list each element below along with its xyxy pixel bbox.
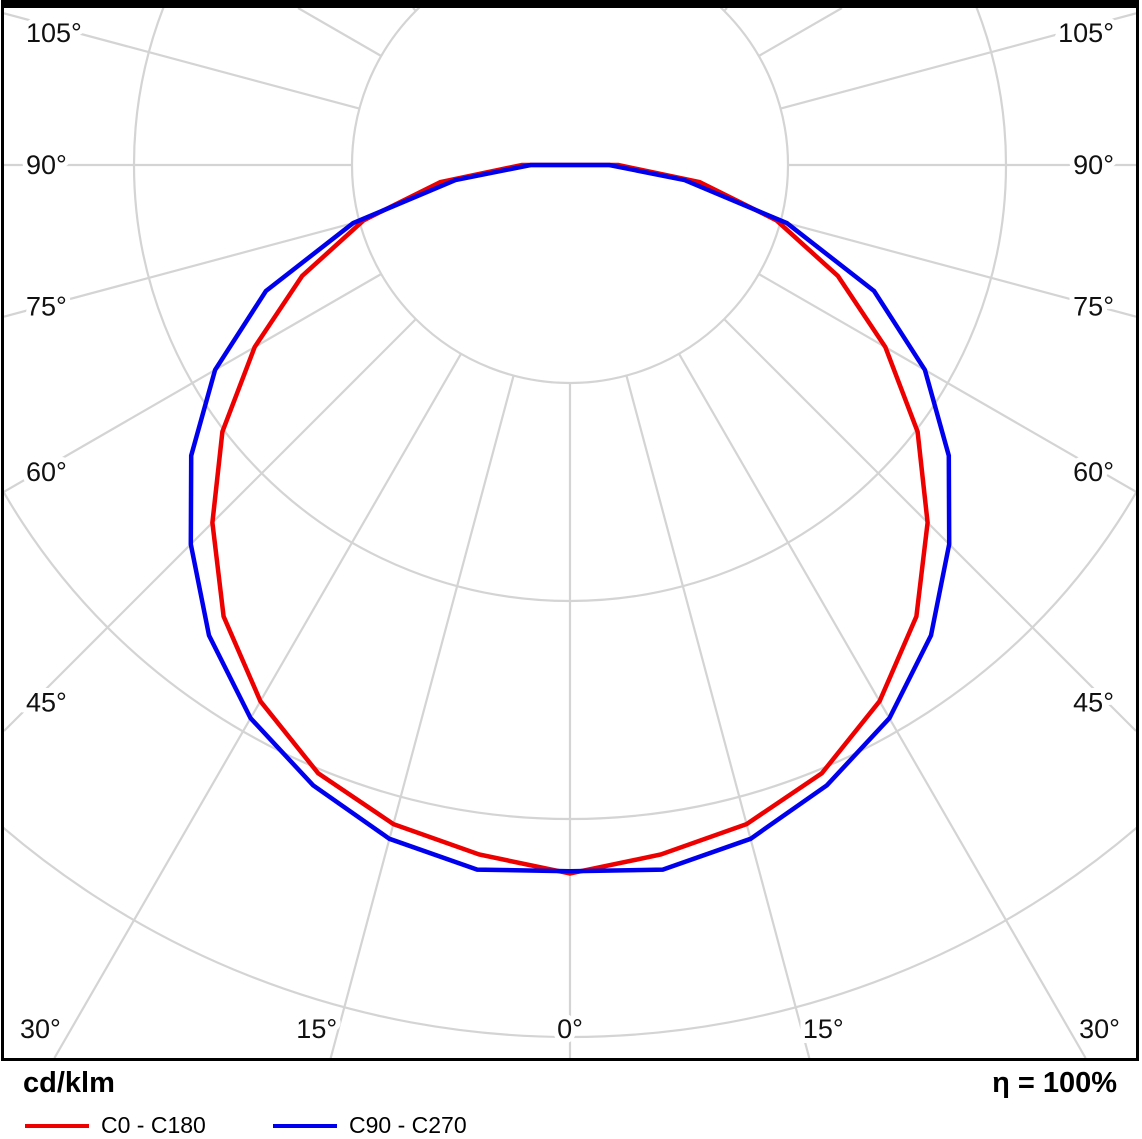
grid-radial-line (329, 375, 515, 1058)
angle-tick-label: 60° (1073, 457, 1114, 487)
grid-radial-line (723, 318, 1136, 732)
legend-item-c0-c180: C0 - C180 (25, 1112, 225, 1139)
grid-radial-line (780, 12, 1136, 110)
grid-radial-line (758, 8, 843, 57)
angle-tick-label: 15° (296, 1014, 337, 1044)
angle-tick-label: 45° (1073, 688, 1114, 718)
legend-line-blue-icon (273, 1123, 337, 1128)
grid-radial-line (297, 8, 382, 57)
grid-radial-line (723, 8, 728, 12)
angle-tick-label: 60° (26, 457, 67, 487)
curve-c0-c180 (210, 162, 930, 876)
legend-label-c0-c180: C0 - C180 (101, 1112, 206, 1138)
grid-radial-line (780, 220, 1136, 318)
angle-tick-label: 75° (26, 291, 67, 321)
polar-chart-frame: 0° 15° 15° 30° 30° 45° 45° 60° 60° 75° 75° 90° 90° 10… (1, 0, 1139, 1061)
legend-line-red-icon (25, 1123, 89, 1128)
angle-tick-label: 75° (1073, 291, 1114, 321)
efficiency-label: η = 100% (992, 1067, 1117, 1099)
legend-label-c90-c270: C90 - C270 (349, 1112, 467, 1138)
polar-chart: 0° 15° 15° 30° 30° 45° 45° 60° 60° 75° 75° 90° 90° 10… (4, 8, 1136, 1058)
angle-tick-label: 30° (1079, 1014, 1120, 1044)
curve-c90-c270 (188, 162, 952, 874)
grid-radial-line (4, 318, 417, 732)
grid-radial-line (758, 273, 1136, 493)
legend-item-c90-c270: C90 - C270 (273, 1112, 473, 1139)
grid-radial-line (625, 375, 811, 1058)
angle-tick-label: 30° (20, 1014, 61, 1044)
grid-radial-line (4, 12, 360, 110)
grid-radial-line (4, 220, 360, 318)
footer: cd/klm η = 100% C0 - C180 C90 - C270 (1, 1063, 1139, 1139)
unit-label: cd/klm (23, 1067, 115, 1099)
angle-tick-label: 105° (26, 18, 82, 48)
grid-radial-line (412, 8, 417, 12)
angle-tick-label: 90° (1073, 150, 1114, 180)
angle-tick-label: 15° (803, 1014, 844, 1044)
grid-radial-line (53, 353, 462, 1058)
footer-row: cd/klm η = 100% (1, 1063, 1139, 1100)
angle-tick-label: 45° (26, 688, 67, 718)
grid-radial-line (678, 353, 1087, 1058)
legend: C0 - C180 C90 - C270 (1, 1112, 1139, 1139)
angle-tick-label: 90° (26, 150, 67, 180)
angle-tick-label: 105° (1058, 18, 1114, 48)
angle-tick-label: 0° (557, 1014, 583, 1044)
grid-radial-line (4, 273, 382, 493)
